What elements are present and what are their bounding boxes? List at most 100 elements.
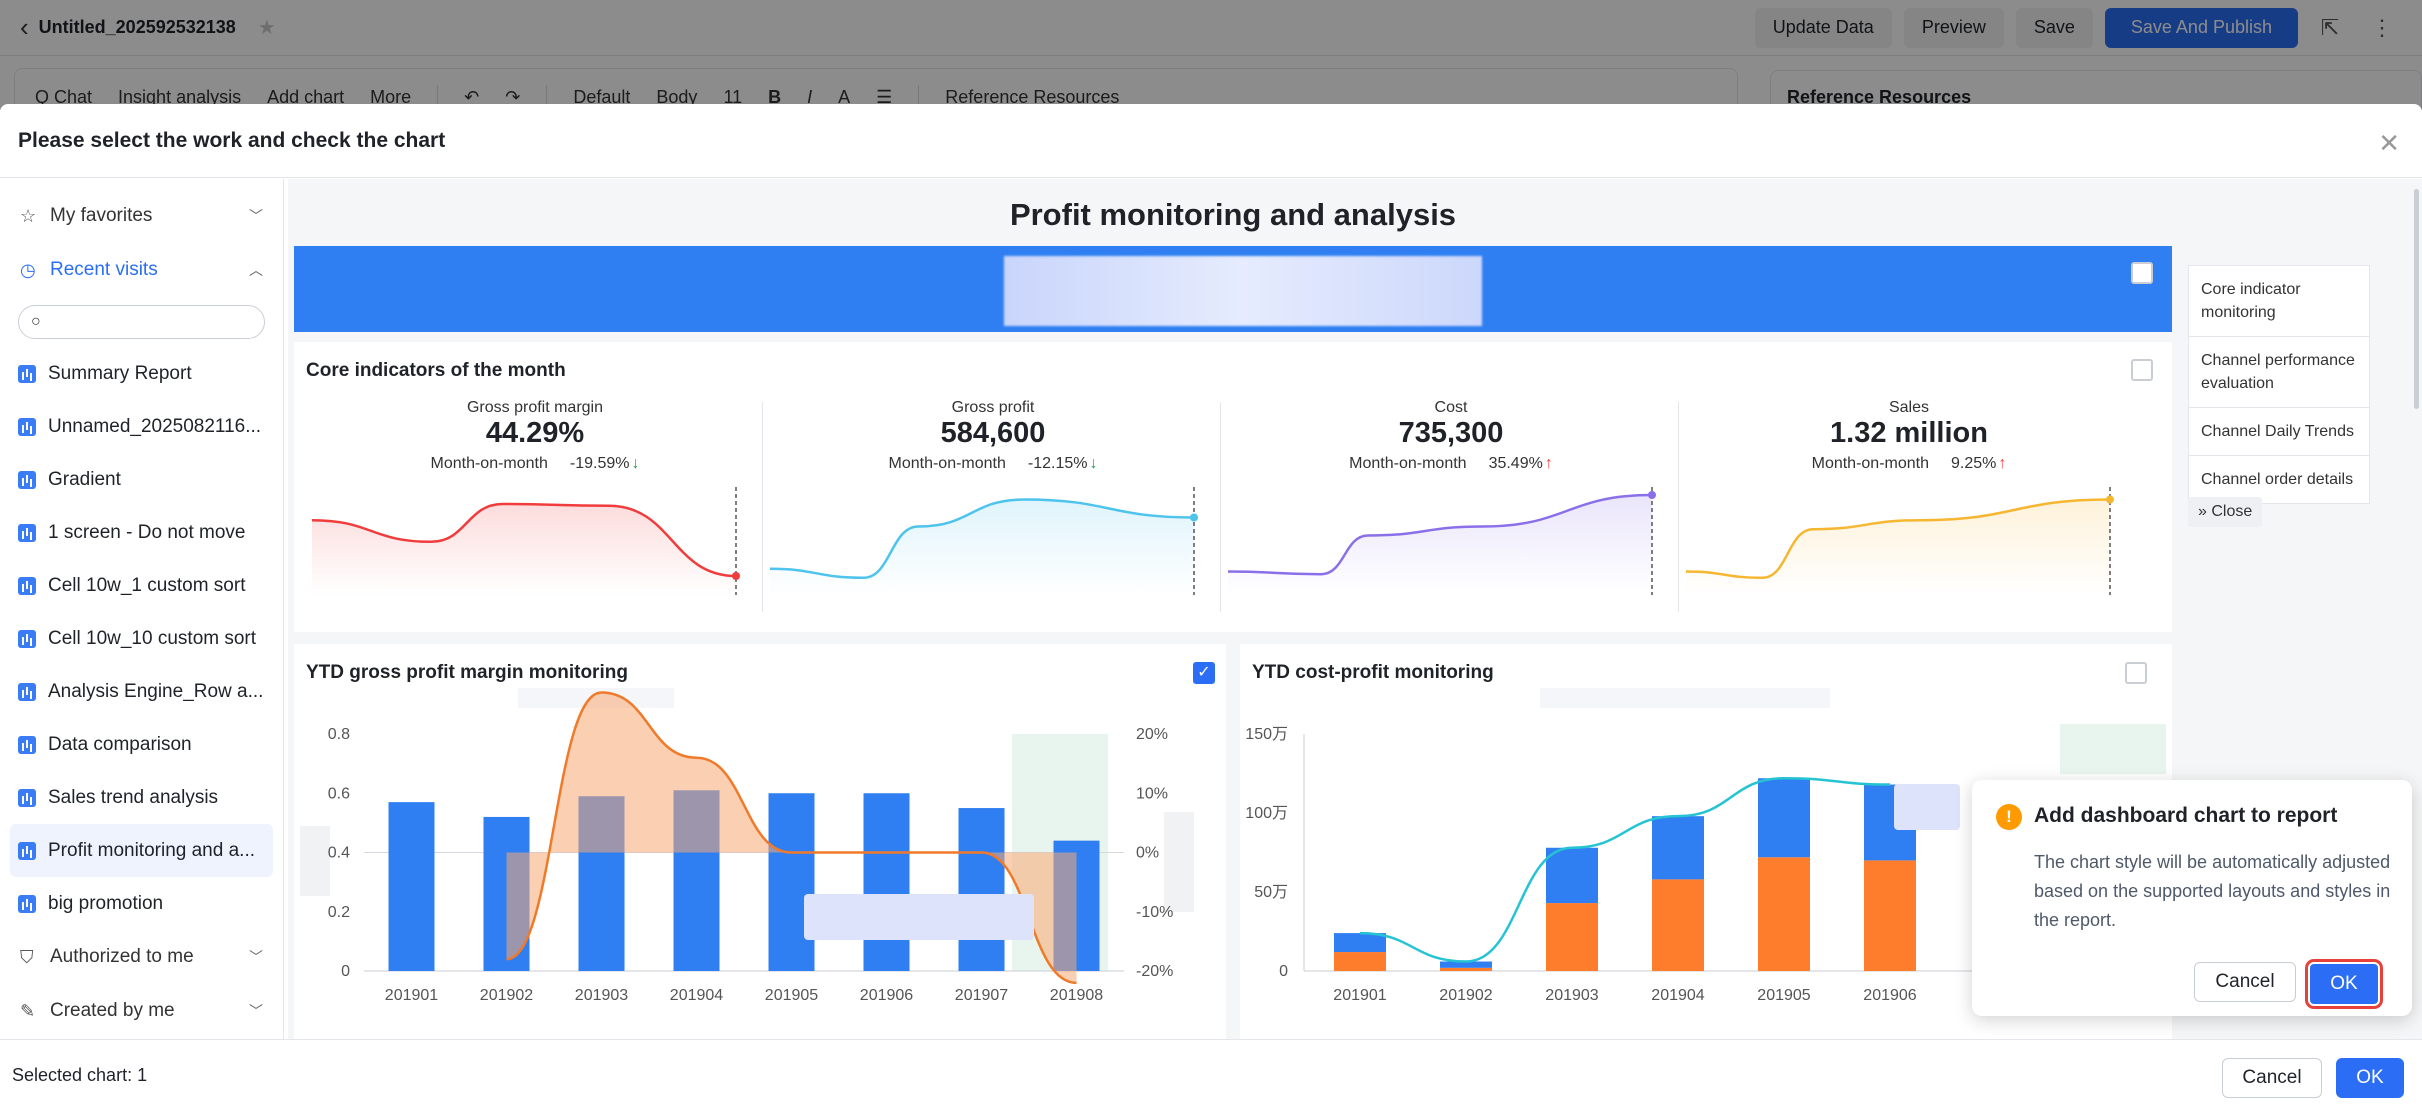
dashboard-title: Profit monitoring and analysis: [1009, 197, 1457, 232]
y2-tick-label: 0%: [1136, 845, 1159, 862]
kpi-name: Gross profit: [951, 399, 1035, 416]
blurred-tooltip: [804, 894, 1034, 940]
list-item[interactable]: Cell 10w_1 custom sort: [10, 559, 273, 612]
x-tick-label: 201901: [385, 987, 438, 1004]
kpi-name: Gross profit margin: [466, 399, 604, 416]
list-item[interactable]: Gradient: [10, 453, 273, 506]
sparkline-area: [1228, 495, 1652, 595]
bold-icon[interactable]: B: [768, 86, 782, 107]
cost-profit-chart-checkbox[interactable]: [2125, 662, 2147, 684]
list-item[interactable]: Sales trend analysis: [10, 771, 273, 824]
list-item-label: Data comparison: [48, 733, 192, 755]
chart-file-icon: [18, 894, 36, 913]
banner-checkbox[interactable]: [2131, 262, 2153, 284]
ok-button[interactable]: OK: [2336, 1058, 2404, 1098]
search-input[interactable]: ○: [18, 305, 265, 339]
style-select[interactable]: Default: [573, 86, 631, 107]
nav-item[interactable]: Core indicator monitoring: [2188, 265, 2370, 337]
close-icon[interactable]: ✕: [2378, 128, 2400, 158]
undo-icon[interactable]: ↶: [464, 86, 480, 107]
preview-button[interactable]: Preview: [1903, 7, 2004, 48]
kpi-sparkline: [1227, 487, 1656, 595]
divider: [546, 85, 548, 109]
share-icon[interactable]: ⇱: [2320, 14, 2340, 40]
x-tick-label: 201904: [1651, 987, 1704, 1004]
font-color-icon[interactable]: A: [838, 86, 851, 107]
back-icon[interactable]: ‹: [20, 12, 29, 42]
highlight-band: [2060, 724, 2166, 774]
q-chat-button[interactable]: Q Chat: [35, 86, 93, 107]
document-title[interactable]: Untitled_202592532138: [38, 17, 236, 37]
kpi-divider: [1220, 402, 1221, 612]
kpi-value: 1.32 million: [1830, 417, 1988, 449]
nav-item[interactable]: Channel order details: [2188, 455, 2370, 504]
redo-icon[interactable]: ↷: [505, 86, 521, 107]
list-icon[interactable]: ☰: [876, 86, 893, 107]
list-item[interactable]: Data comparison: [10, 718, 273, 771]
reference-resources-button[interactable]: Reference Resources: [945, 86, 1120, 107]
modal-backdrop[interactable]: [0, 0, 2422, 110]
kpi-mom: Month-on-month 35.49% ↑: [1222, 455, 1680, 473]
chart-file-icon: [18, 841, 36, 860]
list-item-label: Unnamed_2025082116...: [48, 415, 262, 437]
list-item[interactable]: Analysis Engine_Row a...: [10, 665, 273, 718]
y2-tick-label: -10%: [1136, 904, 1173, 921]
cancel-button[interactable]: Cancel: [2222, 1058, 2322, 1098]
nav-close-button[interactable]: » Close: [2188, 497, 2263, 527]
bar-stack-cost: [1334, 952, 1386, 971]
list-item[interactable]: Unnamed_2025082116...: [10, 400, 273, 453]
y-tick-label: 50万: [1254, 884, 1288, 901]
italic-icon[interactable]: I: [807, 86, 813, 107]
chevron-up-icon: ︿: [249, 262, 263, 278]
font-size-select[interactable]: 11: [723, 86, 743, 107]
sidebar-group-recent[interactable]: ◷ Recent visits ︿: [10, 243, 273, 297]
list-item[interactable]: 1 screen - Do not move: [10, 506, 273, 559]
nav-item[interactable]: Channel performance evaluation: [2188, 336, 2370, 408]
save-and-publish-button[interactable]: Save And Publish: [2104, 7, 2298, 48]
update-data-button[interactable]: Update Data: [1754, 7, 1892, 48]
popover-message: The chart style will be automatically ad…: [2034, 852, 2391, 930]
star-icon[interactable]: ★: [257, 17, 276, 39]
gross-margin-chart-checkbox[interactable]: ✓: [1193, 662, 1215, 684]
list-item-label: big promotion: [48, 892, 164, 914]
more-button[interactable]: More: [370, 86, 412, 107]
arrow-up-icon: ↑: [1998, 455, 2007, 472]
x-tick-label: 201903: [575, 987, 628, 1004]
banner-block: [294, 246, 2172, 332]
sidebar-group-created[interactable]: ✎ Created by me ﹀: [10, 984, 273, 1038]
list-item[interactable]: Profit monitoring and a...: [10, 824, 273, 877]
sidebar-group-label: Created by me: [50, 1000, 175, 1021]
y-tick-label: 0.6: [328, 785, 350, 802]
shield-icon: ⛉: [20, 946, 34, 967]
popover-cancel-button[interactable]: Cancel: [2194, 962, 2296, 1002]
x-tick-label: 201907: [955, 987, 1008, 1004]
paragraph-select[interactable]: Body: [656, 86, 698, 107]
add-chart-button[interactable]: Add chart: [267, 86, 345, 107]
nav-item[interactable]: Channel Daily Trends: [2188, 407, 2370, 456]
insight-analysis-button[interactable]: Insight analysis: [118, 86, 242, 107]
top-bar: ‹ Untitled_202592532138 ★ Update Data Pr…: [0, 0, 2422, 56]
sidebar-group-label: Recent visits: [50, 259, 158, 280]
sidebar-group-authorized[interactable]: ⛉ Authorized to me ﹀: [10, 930, 273, 984]
list-item-label: Profit monitoring and a...: [48, 839, 255, 861]
list-item[interactable]: big promotion: [10, 877, 273, 930]
nav-close-label: Close: [2211, 503, 2253, 520]
list-item[interactable]: Cell 10w_10 custom sort: [10, 612, 273, 665]
core-indicators-panel: Core indicators of the month Gross profi…: [294, 342, 2172, 632]
core-indicators-checkbox[interactable]: [2131, 359, 2153, 381]
save-button[interactable]: Save: [2015, 7, 2093, 48]
sidebar-group-favorites[interactable]: ☆ My favorites ﹀: [10, 189, 273, 243]
gross-margin-chart: 0.8 20% 0.6 10% 0.4 0% 0.2 -10% 0 -20% 201901 20190…: [300, 688, 1194, 1004]
bar-stack-profit: [1334, 933, 1386, 953]
scroll-handle[interactable]: [1164, 812, 1194, 912]
bar-stack-profit: [1758, 778, 1810, 858]
more-vertical-icon[interactable]: ⋮: [2371, 14, 2393, 40]
y2-tick-label: -20%: [1136, 963, 1173, 980]
x-tick-label: 201905: [1757, 987, 1810, 1004]
scroll-handle[interactable]: [300, 826, 330, 896]
y2-tick-label: 10%: [1136, 785, 1168, 802]
popover-ok-button[interactable]: OK: [2305, 959, 2383, 1009]
list-item[interactable]: Summary Report: [10, 347, 273, 400]
scrollbar[interactable]: [2414, 189, 2419, 409]
series-line: [1359, 776, 1891, 963]
